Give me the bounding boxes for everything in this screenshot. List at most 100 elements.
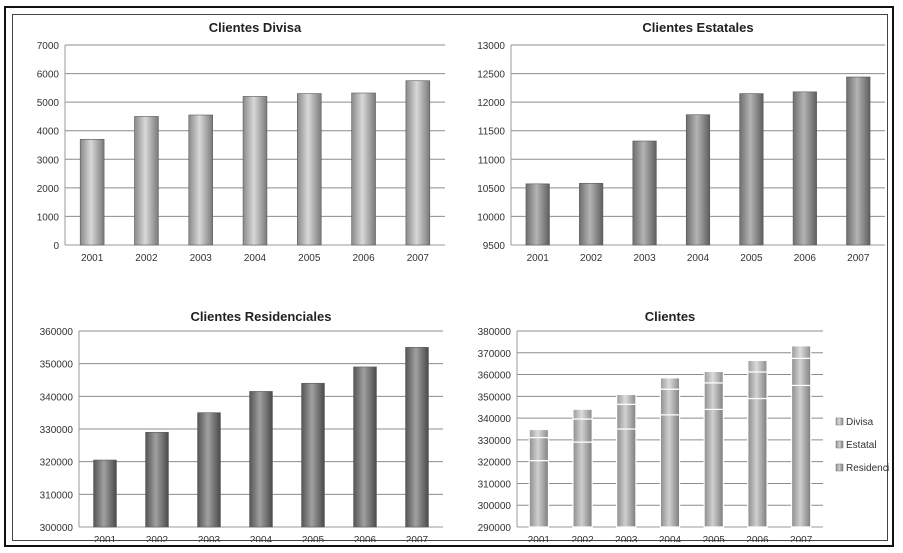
chart-title: Clientes Residenciales xyxy=(191,309,332,324)
bar xyxy=(145,431,169,528)
bar-segment-residencial xyxy=(572,441,593,528)
x-tick-label: 2001 xyxy=(528,535,551,542)
x-tick-label: 2005 xyxy=(703,535,726,542)
bar xyxy=(301,382,325,528)
x-tick-label: 2006 xyxy=(746,535,769,542)
chart-title: Clientes Divisa xyxy=(209,20,302,35)
bar-segment-estatal xyxy=(528,436,550,462)
y-tick-label: 12000 xyxy=(477,98,505,109)
chart-clientes-stacked: Clientes 290000 300000 310000 320000 330000 34… xyxy=(478,309,889,542)
legend-swatch xyxy=(835,463,844,472)
y-tick-label: 330000 xyxy=(478,436,512,447)
bar-segment-residencial xyxy=(747,397,768,528)
y-tick-label: 1000 xyxy=(37,212,60,223)
bar-segment-residencial xyxy=(790,384,812,528)
bar xyxy=(525,183,550,246)
bar-segment-divisa xyxy=(528,428,550,439)
y-tick-label: 320000 xyxy=(478,458,512,469)
bar-segment-divisa xyxy=(659,377,681,390)
y-tick-label: 380000 xyxy=(478,327,512,338)
bar-segment-divisa xyxy=(790,345,812,359)
bar-segment-divisa xyxy=(747,359,768,373)
y-tick-label: 330000 xyxy=(40,425,74,436)
x-tick-label: 2005 xyxy=(740,253,763,264)
bar xyxy=(579,182,604,246)
legend-label: Residencial xyxy=(846,463,889,474)
bar xyxy=(351,92,376,246)
legend-swatch xyxy=(835,417,844,426)
y-tick-label: 12500 xyxy=(477,70,505,81)
x-tick-label: 2002 xyxy=(580,253,603,264)
chart-clientes-divisa: Clientes Divisa 0 1000 2000 3000 4000 5000 6000… xyxy=(37,20,445,264)
bar xyxy=(405,80,431,246)
bar xyxy=(242,96,268,246)
y-tick-label: 2000 xyxy=(37,184,60,195)
y-tick-label: 3000 xyxy=(37,155,60,166)
x-tick-label: 2007 xyxy=(790,535,813,542)
x-tick-label: 2003 xyxy=(190,253,213,264)
y-tick-label: 290000 xyxy=(478,523,512,534)
x-tick-label: 2002 xyxy=(135,253,158,264)
y-tick-label: 10000 xyxy=(477,212,505,223)
bar-segment-divisa xyxy=(616,393,637,405)
x-tick-label: 2002 xyxy=(571,535,594,542)
y-tick-label: 10500 xyxy=(477,184,505,195)
x-tick-label: 2002 xyxy=(146,535,169,542)
chart-title: Clientes xyxy=(645,309,696,324)
bar xyxy=(249,391,273,528)
x-tick-label: 2006 xyxy=(352,253,375,264)
bar xyxy=(188,114,213,246)
x-tick-label: 2006 xyxy=(354,535,377,542)
x-tick-label: 2001 xyxy=(94,535,117,542)
y-tick-label: 13000 xyxy=(477,41,505,52)
bar xyxy=(739,93,764,246)
bar-segment-estatal xyxy=(747,371,768,400)
y-tick-label: 0 xyxy=(53,241,59,252)
y-tick-label: 5000 xyxy=(37,98,60,109)
x-tick-label: 2006 xyxy=(794,253,817,264)
y-tick-label: 11500 xyxy=(478,127,506,138)
x-tick-label: 2004 xyxy=(244,253,267,264)
bar xyxy=(79,138,105,246)
y-tick-label: 360000 xyxy=(40,327,74,338)
y-tick-label: 310000 xyxy=(40,490,74,501)
x-tick-label: 2007 xyxy=(407,253,430,264)
bar-segment-residencial xyxy=(703,408,724,528)
x-tick-label: 2007 xyxy=(847,253,870,264)
y-tick-label: 340000 xyxy=(478,414,512,425)
y-tick-label: 6000 xyxy=(37,70,60,81)
bar xyxy=(353,366,377,528)
y-tick-label: 9500 xyxy=(483,241,506,252)
bar-segment-divisa xyxy=(703,370,724,384)
bar-segment-estatal xyxy=(659,388,681,416)
x-tick-label: 2003 xyxy=(633,253,656,264)
x-tick-label: 2004 xyxy=(659,535,682,542)
bar xyxy=(405,347,429,528)
bar-segment-estatal xyxy=(790,357,812,387)
x-tick-label: 2005 xyxy=(298,253,321,264)
x-tick-label: 2003 xyxy=(615,535,638,542)
bar xyxy=(846,76,871,246)
legend-label: Divisa xyxy=(846,417,874,428)
y-tick-label: 300000 xyxy=(40,523,74,534)
dashboard-frame: Clientes Divisa 0 1000 2000 3000 4000 5000 6000… xyxy=(4,6,894,547)
bar-segment-residencial xyxy=(659,414,681,528)
y-tick-label: 7000 xyxy=(37,41,60,52)
y-tick-label: 310000 xyxy=(478,479,512,490)
bar xyxy=(297,93,322,246)
x-tick-label: 2001 xyxy=(81,253,104,264)
bar xyxy=(685,114,711,246)
y-tick-label: 4000 xyxy=(37,127,60,138)
y-tick-label: 320000 xyxy=(40,458,74,469)
y-tick-label: 350000 xyxy=(478,392,512,403)
x-tick-label: 2005 xyxy=(302,535,325,542)
y-tick-label: 360000 xyxy=(478,371,512,382)
y-tick-label: 340000 xyxy=(40,392,74,403)
bar xyxy=(134,116,159,246)
x-tick-label: 2004 xyxy=(687,253,710,264)
bar-segment-divisa xyxy=(572,408,593,420)
y-tick-label: 370000 xyxy=(478,349,512,360)
legend-swatch xyxy=(835,440,844,449)
dashboard-inner-frame: Clientes Divisa 0 1000 2000 3000 4000 5000 6000… xyxy=(12,14,889,542)
bar xyxy=(197,412,221,528)
